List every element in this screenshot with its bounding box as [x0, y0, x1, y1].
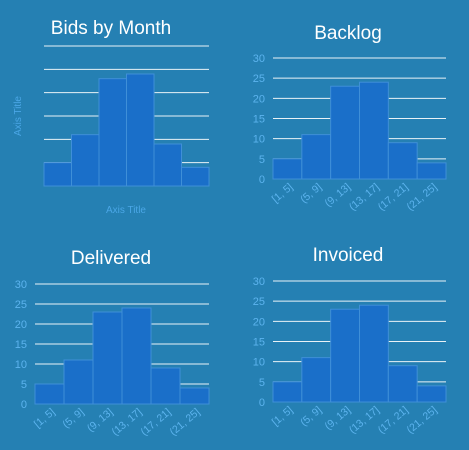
y-tick-label: 0: [21, 399, 27, 411]
x-axis-title: Axis Title: [106, 205, 146, 216]
y-tick-labels: 0 5 10 15 20 25 30: [15, 279, 27, 411]
chart-title: Delivered: [71, 248, 151, 269]
x-tick-label: (5, 9]: [298, 181, 324, 206]
bars: [43, 73, 210, 187]
bars: [34, 307, 210, 405]
y-tick-label: 0: [259, 397, 265, 409]
bar: [387, 365, 418, 403]
bar: [416, 162, 447, 180]
bar: [272, 158, 303, 180]
bar: [34, 383, 65, 405]
y-tick-label: 0: [259, 174, 265, 186]
bar: [121, 307, 152, 405]
x-tick-label: (21, 25]: [167, 406, 202, 438]
x-tick-labels: [1, 5] (5, 9](9, 13](13, 17](17, 21](21, …: [32, 406, 203, 438]
bar: [359, 304, 389, 403]
y-tick-labels: 0 5 10 15 20 25 30: [253, 276, 265, 409]
bar: [416, 385, 447, 403]
chart-title: Backlog: [314, 23, 382, 44]
y-tick-label: 10: [15, 359, 27, 371]
x-tick-labels: [1, 5] (5, 9](9, 13](13, 17](17, 21](21, …: [270, 181, 440, 213]
bar: [330, 308, 360, 403]
x-tick-label: (5, 9]: [60, 406, 86, 431]
y-tick-label: 15: [15, 339, 27, 351]
y-tick-label: 20: [253, 316, 265, 328]
x-tick-label: (21, 25]: [405, 404, 440, 436]
chart-panel-3: Delivered 0 5 10 15 20 25 30 [1, 5] (5, 9](9, 13]…: [15, 248, 210, 438]
bar: [301, 134, 332, 180]
x-tick-label: (13, 17]: [109, 406, 144, 438]
bar: [150, 367, 181, 405]
bars: [272, 304, 447, 403]
y-tick-label: 20: [15, 319, 27, 331]
x-tick-label: (21, 25]: [405, 181, 440, 213]
y-tick-label: 25: [253, 73, 265, 85]
bar: [153, 143, 182, 187]
y-tick-label: 25: [253, 296, 265, 308]
bar: [272, 381, 303, 403]
bar: [181, 166, 210, 187]
x-tick-labels: [1, 5] (5, 9](9, 13](13, 17](17, 21](21, …: [270, 404, 440, 436]
x-tick-label: (17, 21]: [138, 406, 173, 438]
y-tick-label: 5: [259, 377, 265, 389]
y-tick-label: 10: [253, 134, 265, 146]
x-tick-label: [1, 5]: [270, 181, 296, 205]
x-tick-label: [1, 5]: [270, 404, 296, 428]
y-tick-label: 5: [259, 154, 265, 166]
x-tick-label: (17, 21]: [376, 181, 411, 213]
y-tick-label: 30: [253, 53, 265, 65]
bar: [387, 142, 418, 180]
chart-panel-4: Invoiced 0 5 10 15 20 25 30 [1, 5] (5, 9](9, 13](…: [253, 245, 447, 436]
x-tick-label: (17, 21]: [376, 404, 411, 436]
y-tick-labels: 0 5 10 15 20 25 30: [253, 53, 265, 186]
y-tick-label: 5: [21, 379, 27, 391]
bar: [301, 357, 332, 403]
bar: [71, 134, 100, 187]
chart-title: Bids by Month: [51, 18, 171, 39]
x-tick-label: [1, 5]: [32, 406, 58, 430]
bar: [98, 78, 127, 187]
chart-title: Invoiced: [313, 245, 384, 266]
x-tick-label: (13, 17]: [347, 181, 382, 213]
y-axis-title: Axis Title: [13, 96, 24, 136]
y-tick-label: 25: [15, 299, 27, 311]
bar: [63, 359, 94, 405]
y-tick-label: 30: [15, 279, 27, 291]
bar: [43, 162, 72, 187]
chart-panel-2: Backlog 0 5 10 15 20 25 30 [1, 5] (5, 9](9, 13](1…: [253, 23, 447, 213]
y-tick-label: 30: [253, 276, 265, 288]
bar: [126, 73, 155, 187]
x-tick-label: (13, 17]: [347, 404, 382, 436]
bar: [359, 81, 389, 180]
bar: [330, 85, 360, 180]
y-tick-label: 15: [253, 114, 265, 126]
x-tick-label: (5, 9]: [298, 404, 324, 429]
bar: [179, 387, 210, 405]
y-tick-label: 15: [253, 337, 265, 349]
chart-panel-1: Bids by Month Axis Title Axis Title: [13, 18, 210, 216]
bars: [272, 81, 447, 180]
y-tick-label: 20: [253, 93, 265, 105]
y-tick-label: 10: [253, 357, 265, 369]
bar: [92, 311, 123, 405]
